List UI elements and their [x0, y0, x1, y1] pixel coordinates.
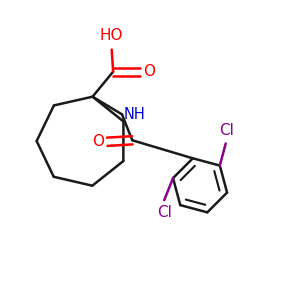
Text: NH: NH — [124, 107, 145, 122]
Text: HO: HO — [100, 28, 123, 43]
Text: Cl: Cl — [157, 206, 172, 220]
Text: O: O — [92, 134, 104, 149]
Text: O: O — [143, 64, 155, 79]
Text: Cl: Cl — [219, 123, 234, 138]
